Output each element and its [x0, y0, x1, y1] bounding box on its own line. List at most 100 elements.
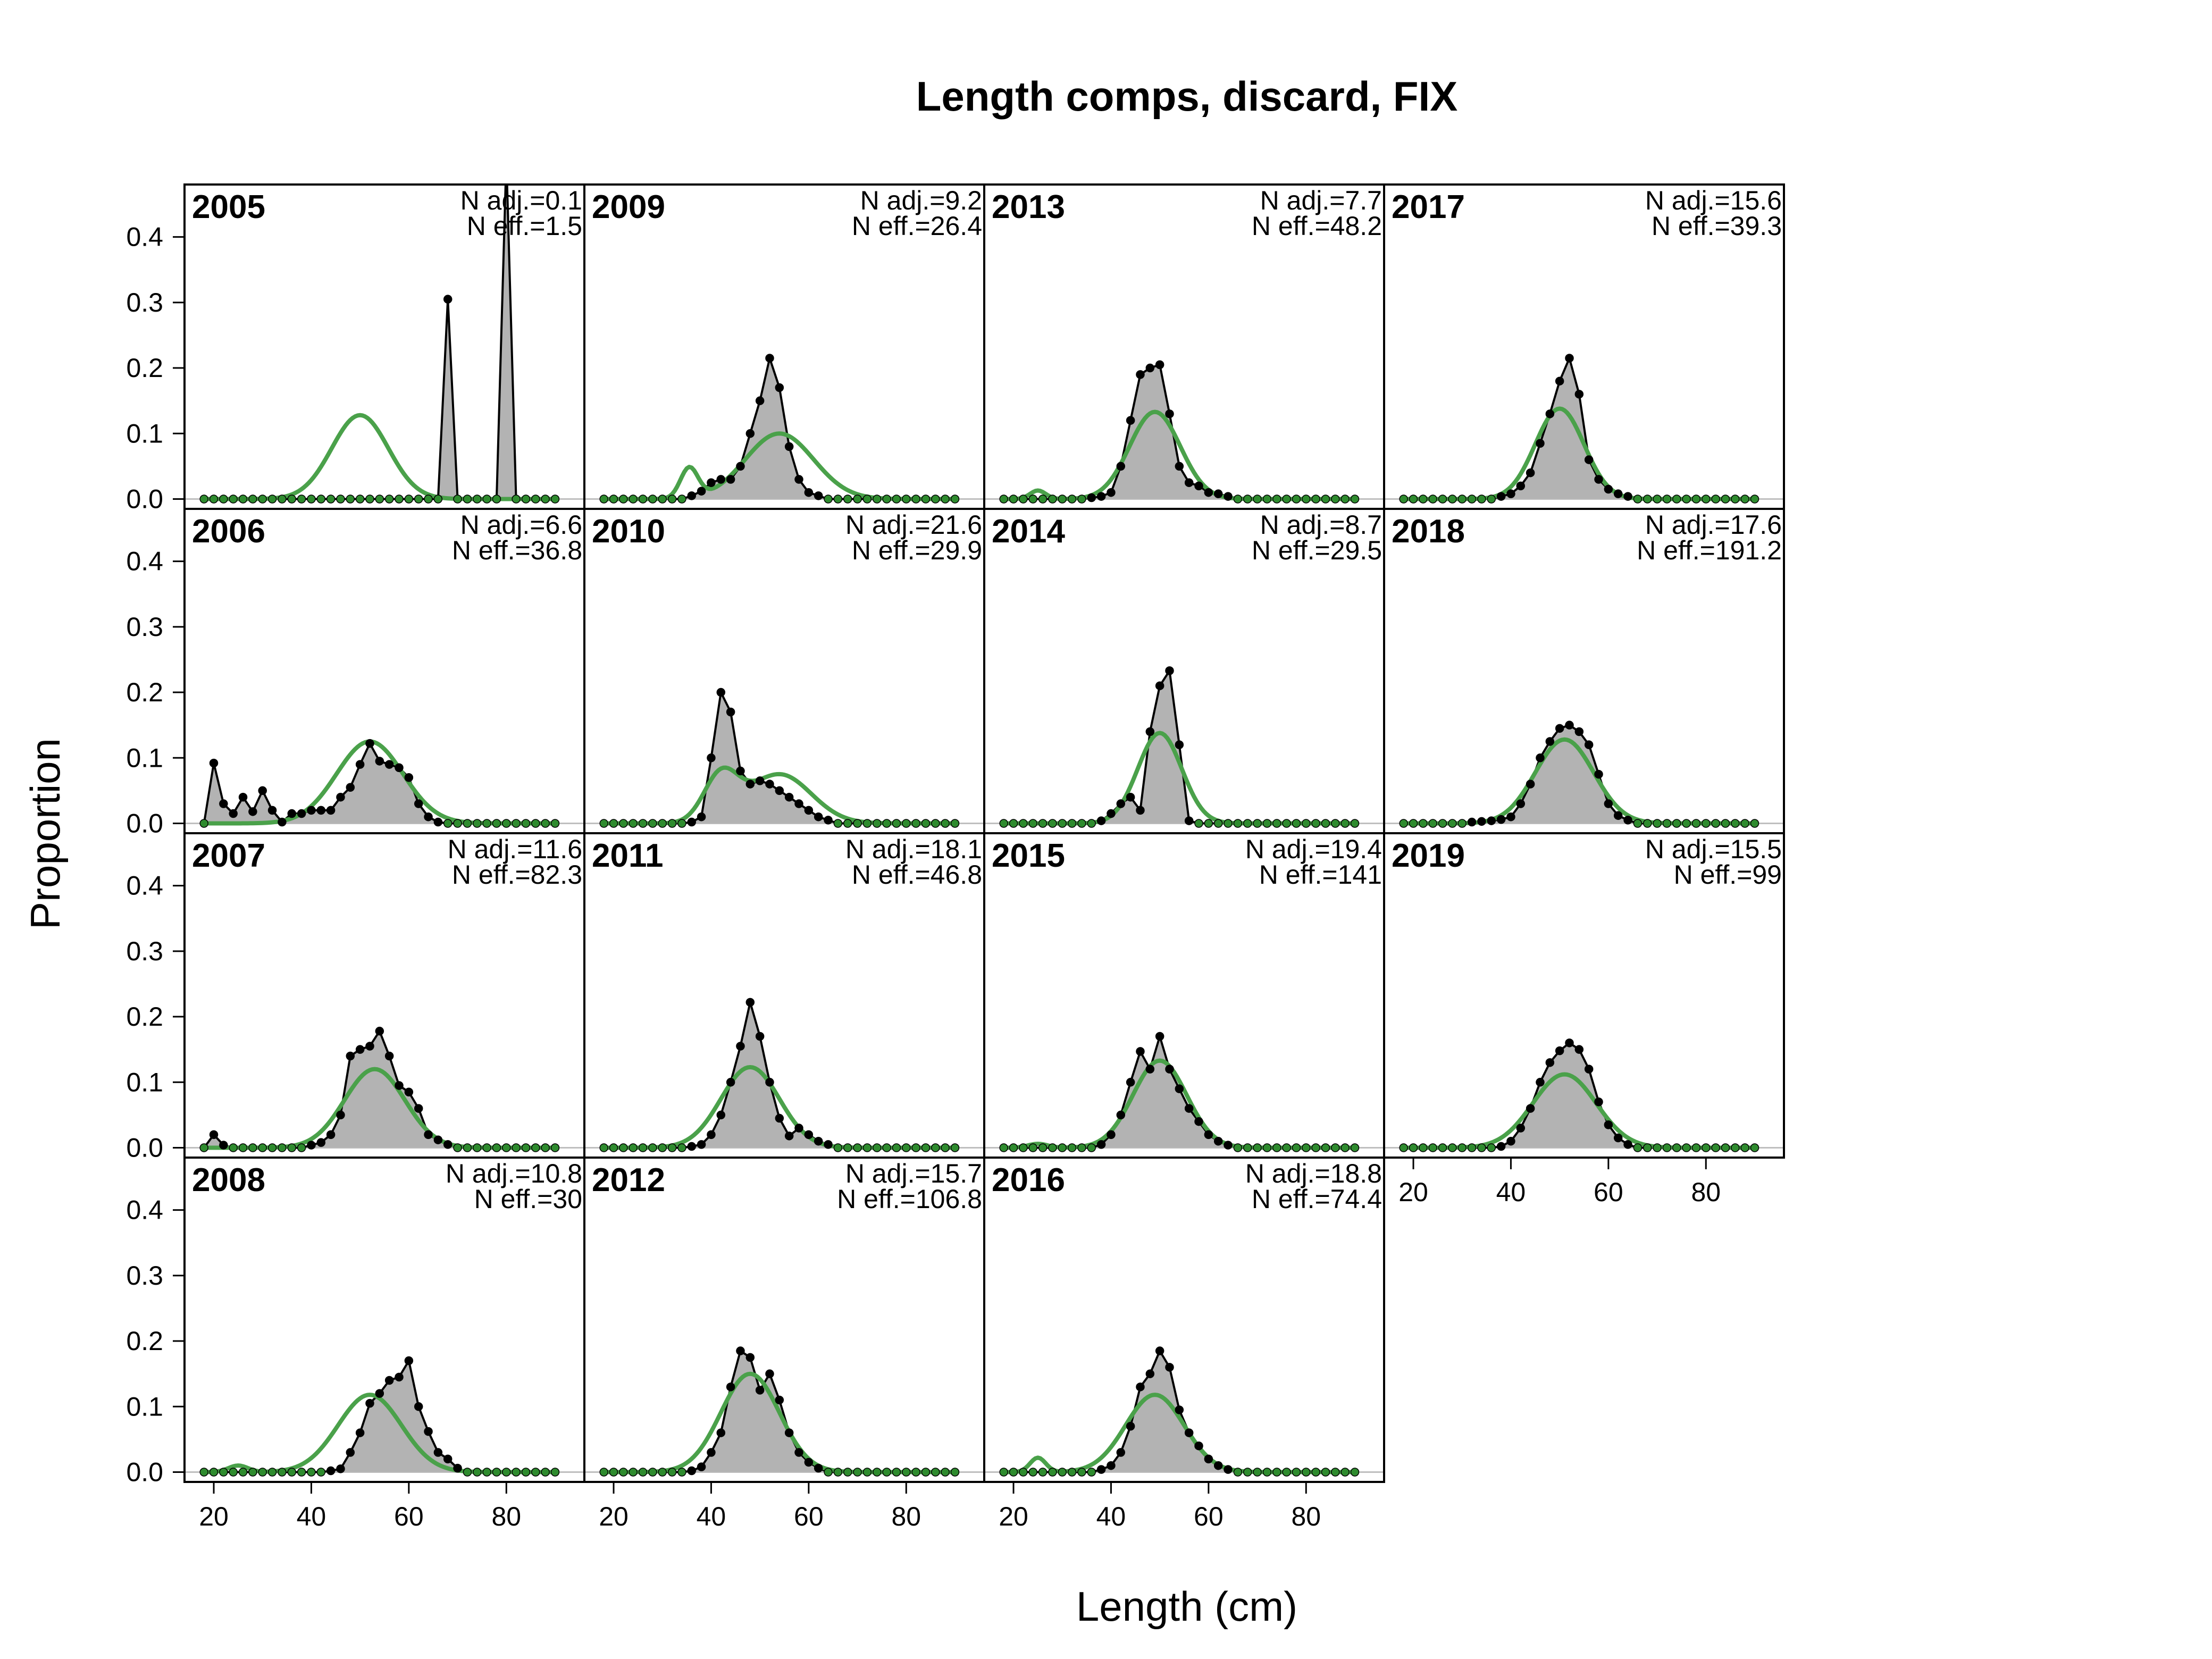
observed-point	[1155, 681, 1164, 690]
observed-point	[667, 1468, 677, 1477]
observed-point	[599, 1468, 608, 1477]
observed-point	[697, 487, 706, 496]
y-tick-label: 0.3	[126, 1261, 163, 1291]
observed-area	[204, 1031, 555, 1148]
observed-point	[375, 495, 384, 504]
observed-point	[1292, 1143, 1301, 1152]
observed-point	[1555, 724, 1564, 733]
observed-point	[1584, 1065, 1594, 1074]
observed-point	[1136, 370, 1145, 379]
observed-point	[1545, 1058, 1555, 1067]
observed-point	[1516, 1124, 1526, 1133]
x-tick-label: 20	[999, 1502, 1028, 1531]
panel-2017: 2017 N adj.=15.6N eff.=39.3	[1383, 183, 1785, 510]
observed-point	[453, 1143, 462, 1152]
observed-point	[1662, 819, 1672, 828]
observed-point	[199, 1143, 208, 1152]
panel-plot-area	[984, 666, 1384, 828]
observed-point	[775, 1395, 784, 1405]
observed-point	[424, 1427, 433, 1436]
observed-point	[1604, 1120, 1613, 1129]
observed-point	[297, 1143, 306, 1152]
observed-point	[1058, 1468, 1067, 1477]
panel-plot-area	[984, 1032, 1384, 1152]
observed-point	[794, 799, 803, 808]
observed-point	[1224, 492, 1233, 501]
observed-point	[697, 1140, 706, 1149]
observed-point	[1604, 799, 1613, 808]
observed-point	[1526, 468, 1535, 477]
observed-point	[1321, 1468, 1330, 1477]
observed-point	[1311, 495, 1320, 504]
observed-point	[1165, 1363, 1174, 1372]
observed-point	[784, 1428, 794, 1437]
observed-point	[1282, 819, 1291, 828]
observed-point	[1721, 1143, 1730, 1152]
observed-point	[1594, 1097, 1603, 1107]
observed-point	[384, 760, 394, 769]
observed-point	[775, 383, 784, 392]
observed-point	[365, 1398, 374, 1408]
panel-plot-area	[984, 360, 1384, 504]
observed-point	[229, 495, 238, 504]
observed-point	[931, 495, 940, 504]
observed-point	[1204, 1130, 1213, 1139]
observed-point	[1448, 1143, 1457, 1152]
observed-point	[1438, 495, 1447, 504]
observed-point	[1019, 1468, 1028, 1477]
observed-point	[941, 1143, 950, 1152]
observed-point	[629, 1468, 638, 1477]
observed-point	[267, 1143, 277, 1152]
observed-point	[375, 1389, 384, 1398]
observed-point	[687, 817, 697, 827]
observed-point	[677, 1468, 686, 1477]
observed-point	[512, 819, 521, 828]
observed-point	[1184, 1104, 1194, 1113]
y-tick-label: 0.4	[126, 547, 163, 576]
panel-plot-area	[185, 185, 584, 504]
observed-point	[1302, 495, 1311, 504]
observed-point	[902, 1143, 911, 1152]
observed-point	[248, 807, 257, 816]
observed-point	[629, 495, 638, 504]
observed-point	[804, 1457, 814, 1467]
observed-point	[307, 1141, 316, 1150]
observed-point	[1350, 819, 1360, 828]
x-tick-label: 60	[1194, 1502, 1224, 1531]
observed-point	[1282, 1143, 1291, 1152]
observed-point	[902, 819, 911, 828]
n-adj-label: N adj.=7.7	[1260, 186, 1382, 215]
observed-point	[1311, 1143, 1320, 1152]
observed-point	[707, 1448, 716, 1457]
observed-point	[726, 1382, 735, 1392]
observed-point	[1087, 1468, 1096, 1477]
observed-point	[453, 819, 462, 828]
observed-point	[872, 495, 882, 504]
observed-point	[1331, 1468, 1340, 1477]
observed-point	[541, 1468, 550, 1477]
y-tick-label: 0.1	[126, 743, 163, 773]
observed-point	[355, 495, 365, 504]
observed-point	[765, 1369, 774, 1378]
observed-point	[1321, 1143, 1330, 1152]
y-tick-label: 0.1	[126, 418, 163, 448]
observed-point	[931, 1468, 940, 1477]
observed-point	[921, 1143, 931, 1152]
observed-point	[463, 1468, 472, 1477]
observed-point	[872, 819, 882, 828]
observed-point	[1077, 819, 1086, 828]
observed-point	[638, 495, 648, 504]
observed-point	[1077, 1468, 1086, 1477]
observed-point	[1107, 1461, 1116, 1470]
observed-point	[716, 1110, 726, 1120]
observed-point	[1740, 1143, 1749, 1152]
observed-point	[502, 1468, 511, 1477]
observed-point	[1311, 1468, 1320, 1477]
observed-point	[931, 819, 940, 828]
observed-point	[482, 1468, 491, 1477]
observed-point	[336, 495, 345, 504]
observed-point	[1613, 811, 1623, 820]
observed-point	[1331, 819, 1340, 828]
observed-point	[892, 1143, 901, 1152]
observed-point	[736, 1042, 745, 1051]
